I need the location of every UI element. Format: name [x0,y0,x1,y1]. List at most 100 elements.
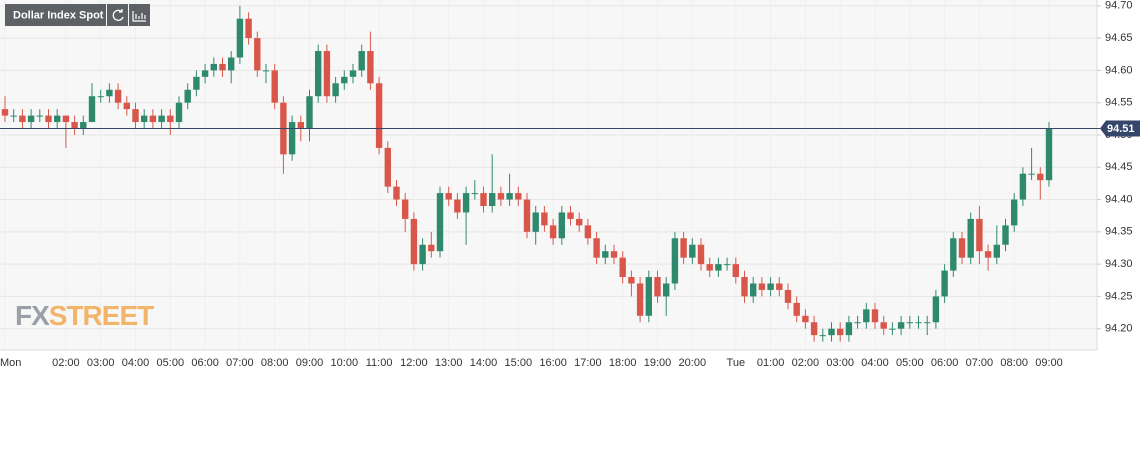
x-tick-label: 14:00 [470,357,498,369]
candle-body [228,57,235,71]
candle-body [262,70,270,72]
candle-body [1028,173,1035,175]
candle-body [793,302,800,316]
candle-body [106,89,113,97]
candle-body [1011,199,1018,226]
candle-body [175,102,183,123]
candle-body [741,277,748,297]
candle-body [645,277,652,316]
candle-body [541,212,548,226]
x-tick-label: 04:00 [122,357,150,369]
candle-body [819,335,826,337]
x-tick-label: 19:00 [644,357,672,369]
x-tick-label: 08:00 [261,357,289,369]
candle-body [489,193,496,206]
x-tick-label: 12:00 [400,357,428,369]
x-tick-label: Tue [727,357,746,369]
x-tick-label: 09:00 [1035,357,1063,369]
candle-body [845,322,853,336]
x-tick-label: 06:00 [931,357,959,369]
candle-body [402,199,409,219]
candle-body [19,115,26,123]
candle-body [497,193,505,200]
x-tick-label: Mon [0,357,21,369]
candle-body [984,251,992,258]
settings-button[interactable] [129,4,150,26]
candle-body [941,270,948,297]
candle-body [854,322,861,324]
candle-body [723,264,731,266]
candle-body [71,122,78,129]
x-tick-label: 09:00 [296,357,324,369]
candle-body [332,83,339,97]
candle-body [436,193,444,252]
x-tick-label: 03:00 [826,357,854,369]
candle-body [663,283,670,297]
watermark: FXSTREET [15,300,154,331]
candle-body [837,328,844,336]
candle-body [114,89,122,103]
candle-body [950,238,957,271]
last-price-label: 94.51 [1107,123,1135,135]
candle-body [732,264,739,278]
candle-body [906,322,913,324]
settings-icon [132,11,146,22]
x-tick-label: 08:00 [1000,357,1028,369]
candle-body [619,257,626,278]
candle-body [358,51,365,71]
candle-body [784,289,792,303]
y-tick-label: 94.25 [1105,290,1133,302]
candle-body [10,115,17,117]
candle-body [680,238,687,258]
candle-body [636,283,644,316]
candle-body [454,199,461,213]
candle-body [375,83,383,148]
x-tick-label: 07:00 [966,357,994,369]
x-tick-label: 17:00 [574,357,602,369]
candle-body [167,115,174,123]
candle-body [1002,225,1009,245]
x-tick-label: 04:00 [861,357,889,369]
candle-body [750,283,757,297]
candle-body [88,96,96,123]
candle-body [393,186,400,200]
candle-body [515,193,522,200]
candle-body [576,218,583,226]
x-tick-label: 13:00 [435,357,463,369]
candle-body [219,63,226,71]
x-tick-label: 11:00 [366,357,393,369]
watermark-part: FX [15,300,50,331]
candle-body [1,109,9,116]
candle-body [123,102,130,110]
refresh-button[interactable] [107,4,128,26]
candle-body [532,212,539,232]
candle-body [254,38,261,71]
y-tick-label: 94.35 [1105,226,1133,238]
y-tick-label: 94.55 [1105,97,1133,109]
candle-body [828,328,835,336]
x-tick-label: 01:00 [757,357,785,369]
candle-body [97,96,104,98]
y-tick-label: 94.70 [1105,0,1133,12]
x-tick-label: 15:00 [505,357,533,369]
candle-body [480,193,487,206]
candle-body [993,244,1000,258]
candle-body [715,264,722,271]
candle-body [323,51,331,97]
y-tick-label: 94.65 [1105,32,1133,44]
candle-body [758,283,766,290]
candle-body [915,322,922,324]
candle-body [802,315,809,323]
candle-body [924,322,931,324]
candle-body [428,244,435,252]
candle-body [141,115,148,123]
x-tick-label: 10:00 [331,357,359,369]
chart-title: Dollar Index Spot [13,9,104,21]
y-tick-label: 94.60 [1105,64,1133,76]
candle-body [654,277,661,297]
candle-body [201,70,209,77]
candle-body [288,122,296,155]
candle-body [976,218,983,252]
